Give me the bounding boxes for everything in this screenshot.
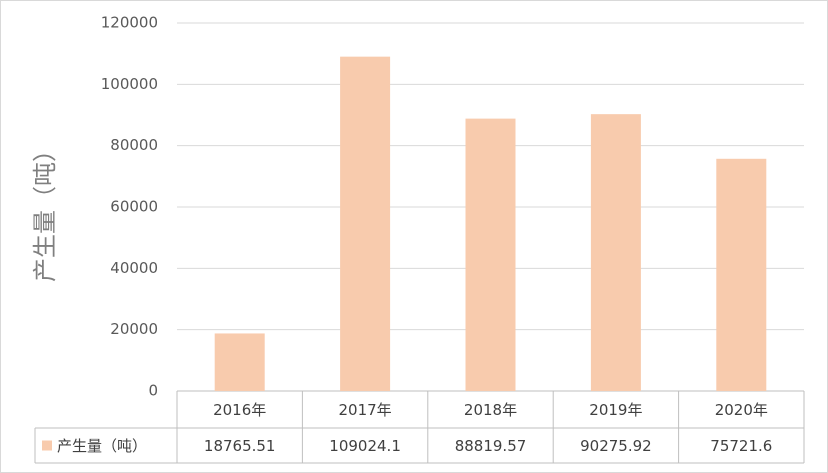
y-tick-label: 60000 [110,198,158,216]
y-tick-label: 40000 [110,259,158,277]
y-tick-label: 100000 [101,75,158,93]
x-tick-label: 2017年 [339,401,392,419]
x-tick-label: 2019年 [589,401,642,419]
table-value: 88819.57 [455,437,527,455]
legend-label: 产生量（吨） [57,437,147,455]
legend-swatch [42,440,52,451]
y-tick-label: 0 [148,382,158,400]
x-tick-label: 2020年 [715,401,768,419]
y-axis-label: 产生量（吨） [31,138,59,282]
table-value: 75721.6 [710,437,772,455]
x-tick-label: 2016年 [213,401,266,419]
bar [716,158,767,391]
table-value: 90275.92 [580,437,652,455]
bar [214,333,265,391]
bar [590,114,641,392]
y-tick-label: 120000 [101,14,158,32]
y-tick-label: 20000 [110,320,158,338]
bar [340,56,391,392]
table-value: 18765.51 [204,437,276,455]
y-tick-label: 80000 [110,136,158,154]
bar [465,118,516,391]
x-tick-label: 2018年 [464,401,517,419]
table-value: 109024.1 [329,437,401,455]
